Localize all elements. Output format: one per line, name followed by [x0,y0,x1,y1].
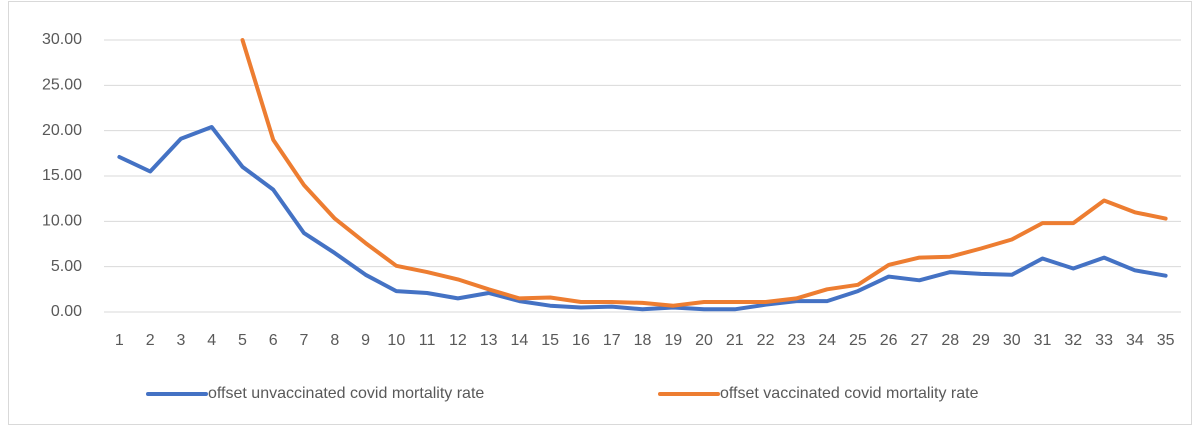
x-tick-label: 24 [818,332,836,349]
x-tick-label: 27 [911,332,929,349]
x-tick-label: 8 [330,332,339,349]
x-tick-label: 30 [1003,332,1021,349]
x-tick-label: 1 [115,332,124,349]
legend-label: offset vaccinated covid mortality rate [720,385,979,402]
y-tick-label: 0.00 [51,303,82,320]
x-tick-label: 20 [695,332,713,349]
x-tick-label: 32 [1064,332,1082,349]
x-tick-label: 19 [664,332,682,349]
x-tick-label: 34 [1126,332,1144,349]
x-tick-label: 26 [880,332,898,349]
x-tick-label: 10 [387,332,405,349]
x-tick-label: 31 [1034,332,1052,349]
x-tick-label: 22 [757,332,775,349]
x-tick-label: 3 [176,332,185,349]
x-tick-label: 33 [1095,332,1113,349]
y-tick-label: 20.00 [42,122,82,139]
y-tick-label: 10.00 [42,213,82,230]
x-tick-label: 12 [449,332,467,349]
y-tick-label: 25.00 [42,77,82,94]
y-tick-label: 15.00 [42,167,82,184]
x-tick-label: 16 [572,332,590,349]
x-tick-label: 25 [849,332,867,349]
x-tick-label: 5 [238,332,247,349]
x-tick-label: 23 [787,332,805,349]
x-tick-label: 29 [972,332,990,349]
x-tick-label: 18 [634,332,652,349]
series-line [240,38,1168,308]
legend-label: offset unvaccinated covid mortality rate [208,385,484,402]
x-tick-label: 21 [726,332,744,349]
x-tick-label: 6 [269,332,278,349]
x-tick-label: 35 [1157,332,1175,349]
x-tick-label: 28 [941,332,959,349]
x-tick-label: 11 [419,332,436,349]
x-tick-label: 4 [207,332,216,349]
y-tick-label: 30.00 [42,31,82,48]
x-tick-label: 2 [146,332,155,349]
x-tick-label: 9 [361,332,370,349]
x-tick-label: 15 [541,332,559,349]
y-tick-label: 5.00 [51,258,82,275]
x-tick-label: 13 [480,332,498,349]
x-tick-label: 7 [300,332,309,349]
x-tick-label: 17 [603,332,621,349]
x-tick-label: 14 [511,332,529,349]
series-line [117,125,1168,312]
chart-frame [8,1,1192,425]
